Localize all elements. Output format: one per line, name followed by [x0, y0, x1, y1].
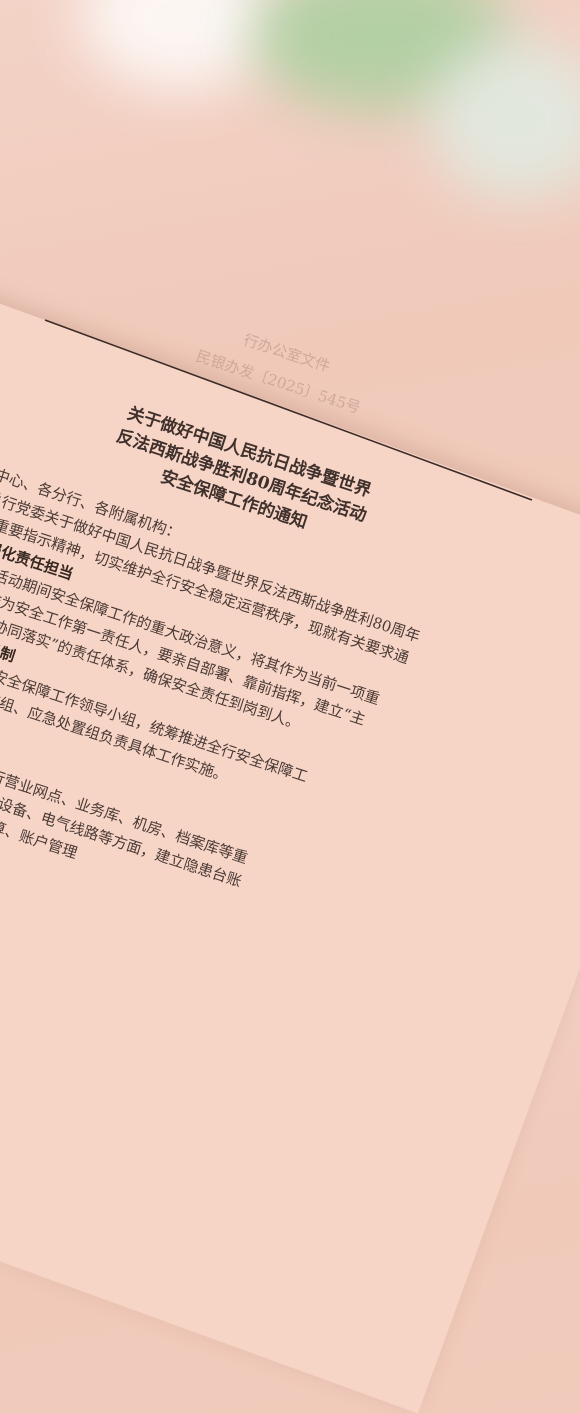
red-line [44, 319, 533, 501]
blur-light [430, 40, 580, 200]
separator [44, 319, 533, 501]
